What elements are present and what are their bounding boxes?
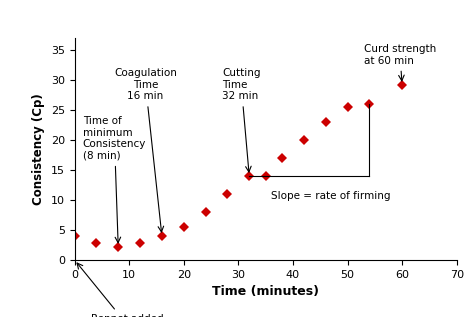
X-axis label: Time (minutes): Time (minutes) xyxy=(212,285,319,298)
Text: Coagulation
Time
16 min: Coagulation Time 16 min xyxy=(114,68,177,232)
Text: Curd strength
at 60 min: Curd strength at 60 min xyxy=(364,44,436,81)
Y-axis label: Consistency (Cp): Consistency (Cp) xyxy=(32,93,45,205)
Text: Slope = rate of firming: Slope = rate of firming xyxy=(271,191,391,201)
Text: Cutting
Time
32 min: Cutting Time 32 min xyxy=(222,68,260,172)
Text: Rennet added
at time zero: Rennet added at time zero xyxy=(77,263,164,317)
Text: Time of
minimum
Consistency
(8 min): Time of minimum Consistency (8 min) xyxy=(83,116,146,243)
